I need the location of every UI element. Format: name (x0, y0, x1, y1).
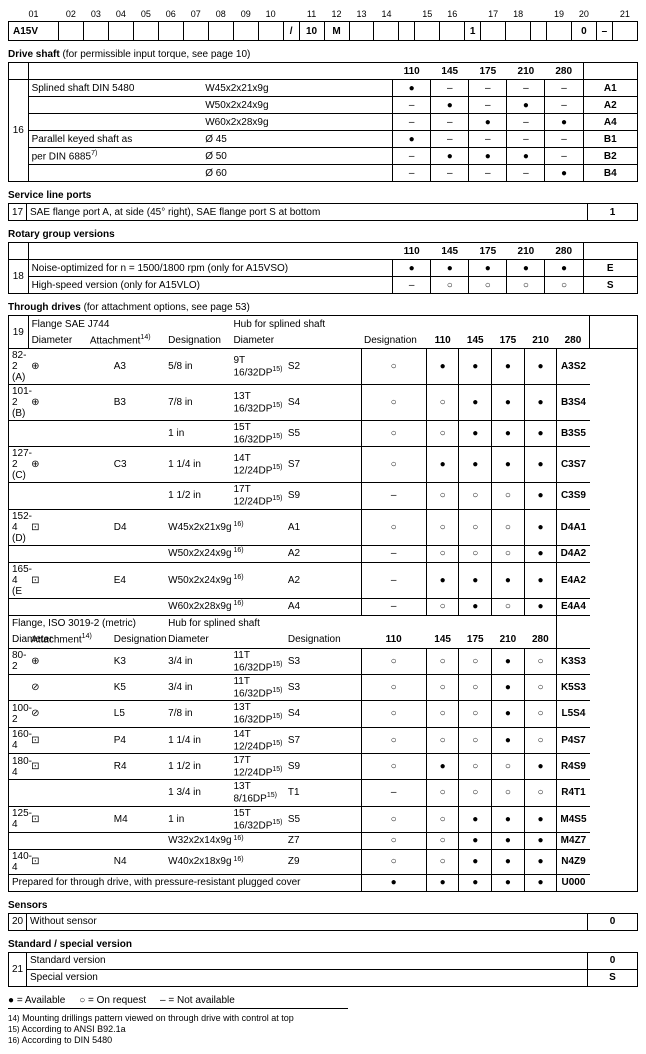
drive-shaft-table: 110 145 175 210 280 16Splined shaft DIN … (8, 62, 638, 182)
std-table: 21Standard version0Special versionS (8, 952, 638, 987)
rotary-table: 110 145 175 210 280 18Noise-optimized fo… (8, 242, 638, 294)
code-header-table: 0102030405060708091011121314151617181920… (8, 8, 638, 41)
footnotes: 14) Mounting drillings pattern viewed on… (8, 1013, 368, 1045)
service-line-title: Service line ports (8, 190, 638, 201)
rotary-title: Rotary group versions (8, 229, 638, 240)
through-title: Through drives (for attachment options, … (8, 302, 638, 313)
std-title: Standard / special version (8, 939, 638, 950)
legend: ● = Available ○ = On request – = Not ava… (8, 995, 638, 1009)
sensors-title: Sensors (8, 900, 638, 911)
sensors-table: 20 Without sensor 0 (8, 913, 638, 931)
drive-shaft-title: Drive shaft (for permissible input torqu… (8, 49, 638, 60)
service-line-table: 17 SAE flange port A, at side (45° right… (8, 203, 638, 221)
through-table: 19 Flange SAE J744 Hub for splined shaft… (8, 315, 638, 892)
